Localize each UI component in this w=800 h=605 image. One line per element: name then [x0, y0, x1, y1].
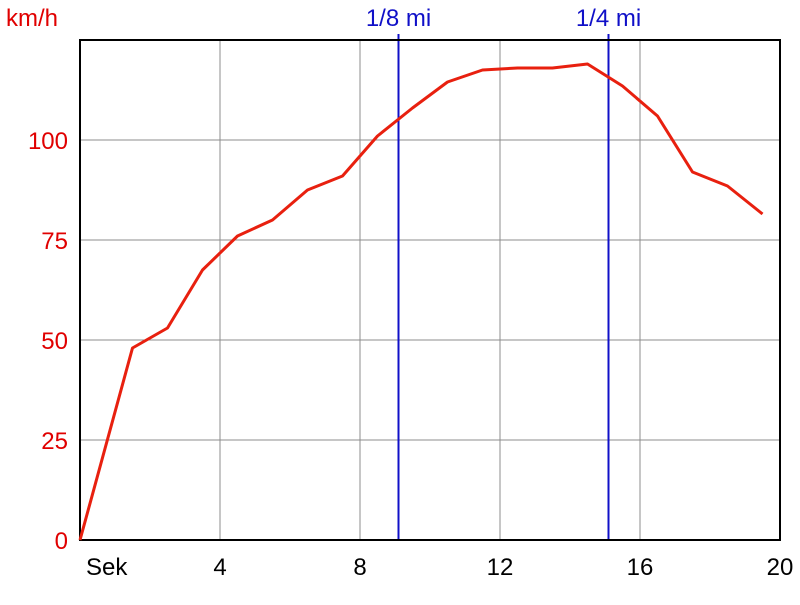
- y-tick-label: 50: [41, 328, 68, 355]
- y-tick-label: 0: [55, 528, 68, 555]
- x-tick-label: 20: [767, 554, 794, 581]
- marker-label: 1/8 mi: [366, 5, 431, 32]
- y-tick-label: 100: [28, 128, 68, 155]
- marker-label: 1/4 mi: [576, 5, 641, 32]
- plot-background: [80, 40, 780, 540]
- x-tick-label: 16: [627, 554, 654, 581]
- x-tick-label: 4: [213, 554, 226, 581]
- y-axis-label: km/h: [6, 5, 58, 32]
- y-tick-label: 75: [41, 228, 68, 255]
- x-tick-label: 8: [353, 554, 366, 581]
- y-tick-label: 25: [41, 428, 68, 455]
- x-axis-label: Sek: [86, 554, 128, 581]
- x-tick-label: 12: [487, 554, 514, 581]
